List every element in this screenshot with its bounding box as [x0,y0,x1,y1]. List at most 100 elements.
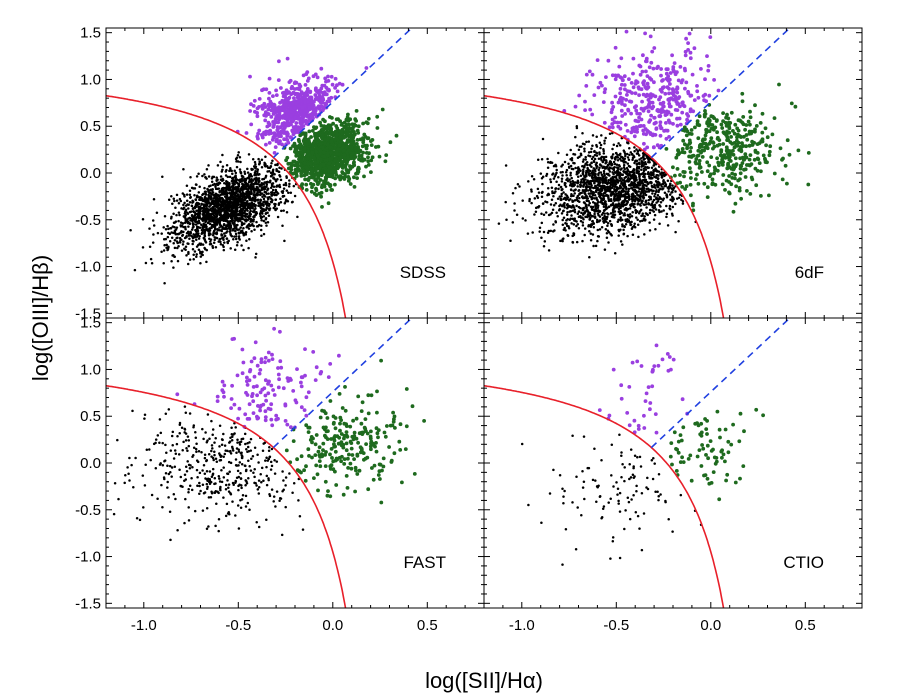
data-point [273,120,277,125]
data-point [620,180,623,184]
data-point [275,193,278,197]
data-point [659,197,663,201]
data-point [133,268,137,272]
data-point [274,207,277,210]
data-point [265,192,268,196]
data-point [322,124,326,129]
data-point [224,189,228,192]
data-point [617,234,620,237]
data-point [583,165,586,169]
data-point [269,171,273,175]
data-point [195,255,198,258]
data-point [620,177,623,180]
data-point [248,212,252,216]
data-point [604,189,607,192]
data-point [604,181,608,184]
data-point [216,229,220,232]
data-point [204,190,208,193]
data-point [546,166,550,170]
data-point [286,132,290,136]
data-point [302,139,306,144]
data-point [231,211,235,215]
data-point [607,197,610,201]
data-point [579,153,583,157]
data-point [198,185,201,189]
data-point [627,192,630,196]
data-point [604,227,608,231]
data-point [231,179,235,182]
data-point [567,198,571,202]
data-point [262,209,265,213]
data-point [282,209,285,212]
data-point [263,190,266,194]
data-point [185,231,189,235]
data-point [226,175,230,179]
data-point [193,194,196,197]
data-point [251,158,255,161]
data-point [361,121,365,126]
data-point [504,200,507,204]
data-point [577,210,581,213]
data-point [246,199,249,203]
data-point [355,176,359,181]
data-point [345,138,350,143]
data-point [260,218,263,222]
data-point [240,223,244,227]
data-point [242,206,245,209]
data-point [559,239,562,243]
data-point [278,109,282,113]
data-point [366,155,370,160]
data-point [279,86,283,90]
data-point [653,213,657,217]
data-point [304,165,308,170]
data-point [189,195,192,199]
data-point [583,227,587,230]
data-point [219,160,222,164]
data-point [576,199,580,203]
data-point [591,219,594,223]
y-tick-label: -1.0 [75,259,101,276]
data-point [531,231,534,234]
data-point [175,226,179,229]
data-point [566,205,570,209]
data-point [141,217,145,221]
data-point [653,192,657,196]
data-point [284,183,288,187]
data-point [565,178,568,182]
data-point [585,183,588,187]
data-point [246,171,250,174]
data-point [235,209,239,212]
data-point [637,165,641,169]
data-point [574,188,577,191]
data-point [338,135,343,140]
data-point [307,175,312,180]
data-point [260,88,264,93]
data-point [276,192,280,195]
data-point [343,125,348,130]
data-point [152,224,156,227]
data-point [579,169,582,172]
data-point [369,143,374,148]
data-point [521,217,525,220]
data-point [269,200,273,204]
data-point [180,249,184,252]
data-point [229,224,232,227]
data-point [199,207,202,211]
data-point [653,195,656,198]
data-point [350,137,354,142]
data-point [171,202,174,205]
data-point [269,165,272,169]
data-point [530,201,533,205]
data-point [203,233,206,237]
data-point [593,157,597,161]
data-point [281,195,285,198]
data-point [244,232,247,235]
data-point [232,206,235,210]
data-point [612,160,616,164]
data-point [226,220,230,223]
data-point [250,229,253,233]
data-point [643,233,646,236]
data-point [536,158,540,162]
data-point [278,166,281,170]
data-point [156,231,160,235]
